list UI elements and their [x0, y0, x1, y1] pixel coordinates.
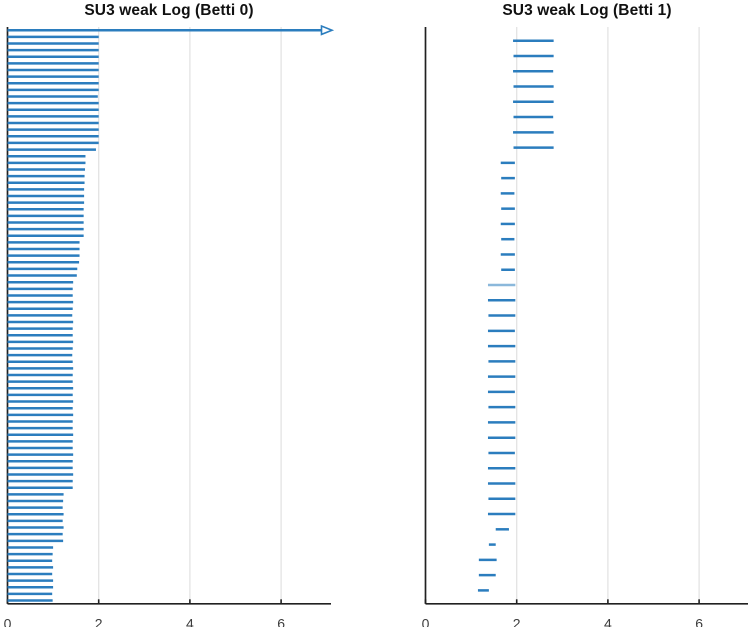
x-tick-label: 2: [95, 615, 103, 627]
x-tick-label: 0: [422, 615, 430, 627]
x-tick-label: 6: [277, 615, 285, 627]
infinity-arrowhead-icon: [320, 24, 335, 36]
plot-title-betti1: SU3 weak Log (Betti 1): [502, 2, 672, 19]
x-tick-label: 4: [604, 615, 612, 627]
x-tick-label: 2: [513, 615, 521, 627]
x-tick-label: 4: [186, 615, 194, 627]
x-tick-label: 0: [4, 615, 12, 627]
x-tick-label: 6: [695, 615, 703, 627]
plot-title-betti0: SU3 weak Log (Betti 0): [84, 2, 254, 19]
